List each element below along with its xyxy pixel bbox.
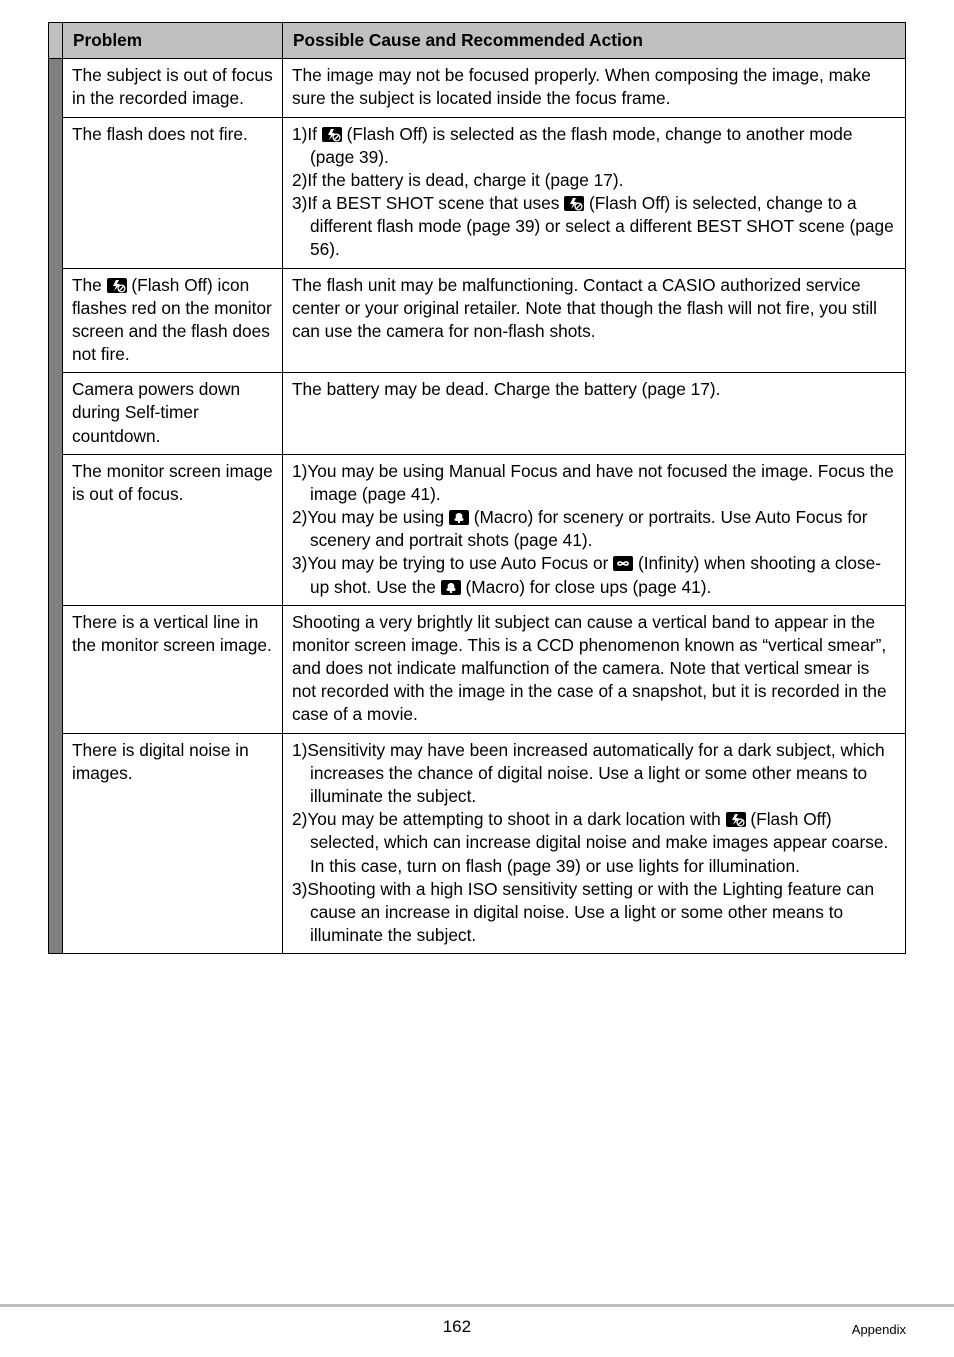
cause-cell: The flash unit may be malfunctioning. Co…	[283, 268, 906, 373]
problem-text: The subject is out of focus in the recor…	[72, 65, 273, 108]
cause-text: 2)You may be attempting to shoot in a da…	[292, 809, 726, 829]
strip-header	[49, 23, 63, 59]
table-row: The flash does not fire. 1)If (Flash Off…	[49, 117, 906, 268]
cause-cell: Shooting a very brightly lit subject can…	[283, 605, 906, 733]
table-row: There is digital noise in images. 1)Sens…	[49, 733, 906, 954]
macro-icon	[441, 580, 461, 595]
list-item: 3)Shooting with a high ISO sensitivity s…	[292, 878, 896, 948]
table-row: Camera powers down during Self-timer cou…	[49, 373, 906, 455]
cause-text: Shooting a very brightly lit subject can…	[292, 612, 887, 725]
troubleshooting-table: Problem Possible Cause and Recommended A…	[48, 22, 906, 954]
cause-text: The battery may be dead. Charge the batt…	[292, 379, 720, 399]
cause-text: 1)Sensitivity may have been increased au…	[292, 740, 885, 806]
problem-cell: There is a vertical line in the monitor …	[63, 605, 283, 733]
problem-cell: The (Flash Off) icon flashes red on the …	[63, 268, 283, 373]
infinity-icon	[613, 556, 633, 571]
table-row: The (Flash Off) icon flashes red on the …	[49, 268, 906, 373]
problem-cell: Camera powers down during Self-timer cou…	[63, 373, 283, 455]
problem-cell: The flash does not fire.	[63, 117, 283, 268]
flash-off-icon	[322, 127, 342, 142]
list-item: 2)You may be attempting to shoot in a da…	[292, 808, 896, 878]
cause-text: 1)You may be using Manual Focus and have…	[292, 461, 894, 504]
cause-cell: The battery may be dead. Charge the batt…	[283, 373, 906, 455]
cause-text: The flash unit may be malfunctioning. Co…	[292, 275, 877, 341]
flash-off-icon	[107, 278, 127, 293]
table-header-row: Problem Possible Cause and Recommended A…	[49, 23, 906, 59]
cause-cell: The image may not be focused properly. W…	[283, 59, 906, 117]
page-root: Problem Possible Cause and Recommended A…	[0, 0, 954, 1357]
flash-off-icon	[726, 812, 746, 827]
cause-text: 3)If a BEST SHOT scene that uses	[292, 193, 564, 213]
list-item: 3)You may be trying to use Auto Focus or…	[292, 552, 896, 598]
problem-text: There is a vertical line in the monitor …	[72, 612, 272, 655]
cause-text: 1)If	[292, 124, 322, 144]
page-number: 162	[62, 1317, 852, 1337]
cause-text: (Macro) for close ups (page 41).	[461, 577, 712, 597]
cause-text: (Flash Off) is selected as the flash mod…	[310, 124, 853, 167]
cause-cell: 1)Sensitivity may have been increased au…	[283, 733, 906, 954]
list-item: 1)Sensitivity may have been increased au…	[292, 739, 896, 809]
problem-cell: The monitor screen image is out of focus…	[63, 454, 283, 605]
cause-cell: 1)You may be using Manual Focus and have…	[283, 454, 906, 605]
cause-text: The image may not be focused properly. W…	[292, 65, 871, 108]
table-row: The monitor screen image is out of focus…	[49, 454, 906, 605]
problem-text: The	[72, 275, 107, 295]
col-header-problem: Problem	[63, 23, 283, 59]
footer-rule	[0, 1304, 954, 1307]
problem-cell: There is digital noise in images.	[63, 733, 283, 954]
section-label: Appendix	[852, 1322, 906, 1337]
footer: 162 Appendix	[0, 1317, 954, 1337]
cause-cell: 1)If (Flash Off) is selected as the flas…	[283, 117, 906, 268]
cause-text: 3)You may be trying to use Auto Focus or	[292, 553, 613, 573]
table-row: There is a vertical line in the monitor …	[49, 605, 906, 733]
macro-icon	[449, 510, 469, 525]
section-strip	[49, 59, 63, 954]
table-row: The subject is out of focus in the recor…	[49, 59, 906, 117]
list-item: 2)If the battery is dead, charge it (pag…	[292, 169, 896, 192]
list-item: 1)You may be using Manual Focus and have…	[292, 460, 896, 506]
cause-text: 3)Shooting with a high ISO sensitivity s…	[292, 879, 874, 945]
problem-text: Camera powers down during Self-timer cou…	[72, 379, 240, 445]
problem-text: The monitor screen image is out of focus…	[72, 461, 273, 504]
cause-text: 2)You may be using	[292, 507, 449, 527]
list-item: 3)If a BEST SHOT scene that uses (Flash …	[292, 192, 896, 262]
col-header-cause: Possible Cause and Recommended Action	[283, 23, 906, 59]
list-item: 2)You may be using (Macro) for scenery o…	[292, 506, 896, 552]
problem-text: The flash does not fire.	[72, 124, 248, 144]
list-item: 1)If (Flash Off) is selected as the flas…	[292, 123, 896, 169]
cause-text: 2)If the battery is dead, charge it (pag…	[292, 170, 623, 190]
problem-text: There is digital noise in images.	[72, 740, 249, 783]
flash-off-icon	[564, 196, 584, 211]
problem-cell: The subject is out of focus in the recor…	[63, 59, 283, 117]
